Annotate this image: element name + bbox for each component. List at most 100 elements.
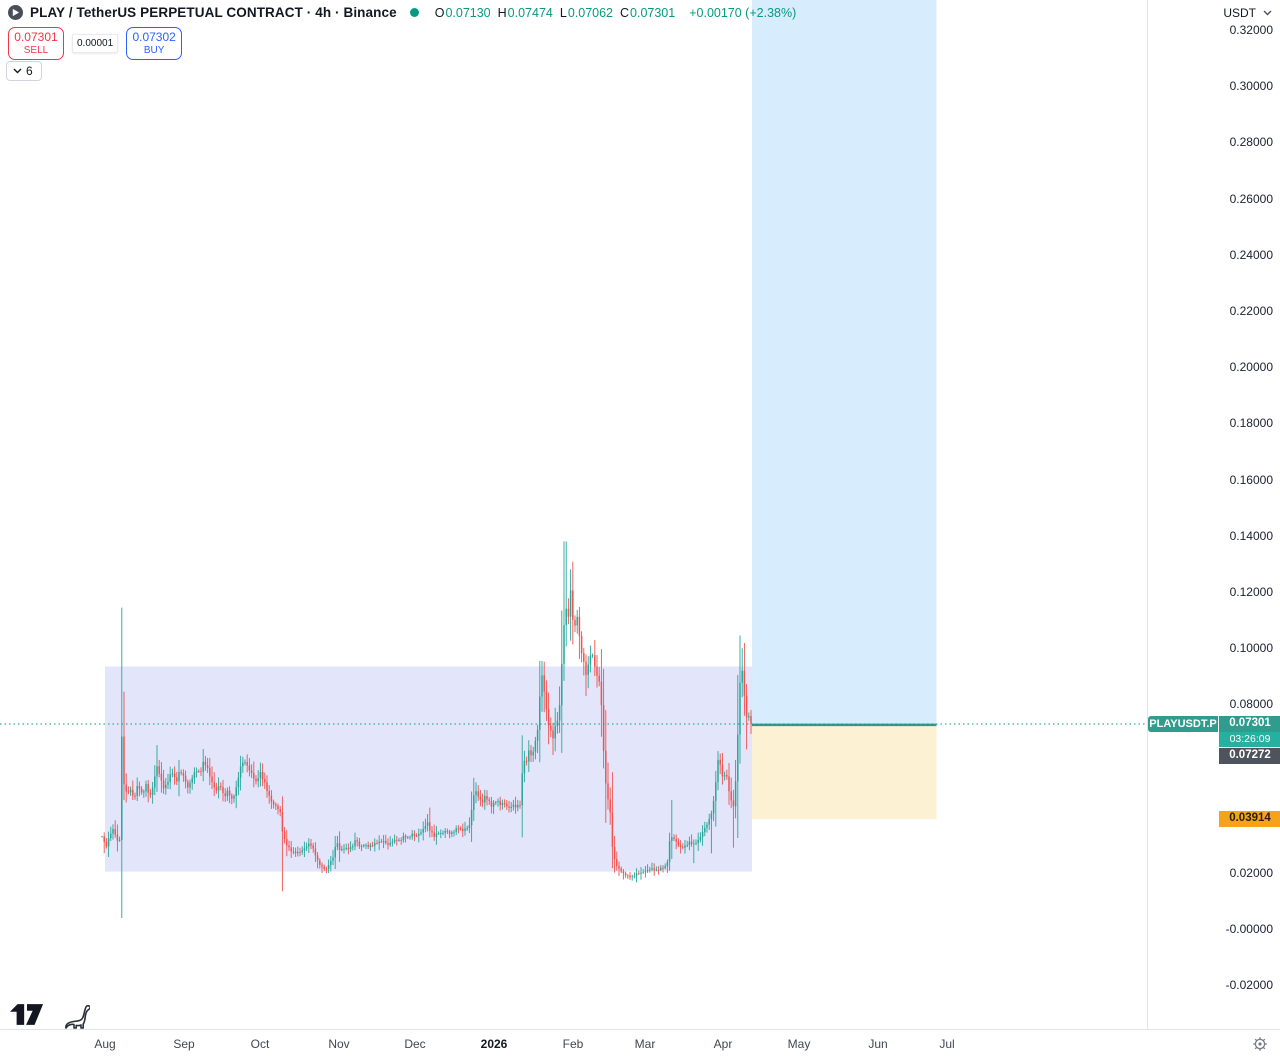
candle-body (655, 869, 658, 871)
tradingview-logo[interactable] (10, 1004, 44, 1031)
position-stop-price-label[interactable]: 0.03914 (1219, 811, 1280, 828)
candle-body (699, 836, 702, 841)
candle-body (303, 848, 306, 851)
candle-body (666, 861, 669, 867)
price-tick-label: 0.30000 (1229, 79, 1273, 94)
candle-body (145, 784, 147, 792)
price-scale-currency-dropdown[interactable]: USDT (1223, 6, 1272, 20)
candle-body (193, 772, 196, 779)
price-axis[interactable]: USDT PLAYUSDT.P 0.07301 03:26:09 0.07272… (1147, 0, 1280, 1029)
buy-button[interactable]: 0.07302 BUY (126, 27, 183, 60)
candle-body (536, 729, 539, 741)
timezone-settings-gear-icon[interactable] (1252, 1036, 1268, 1057)
candle-body (611, 812, 614, 847)
candle-body (176, 777, 178, 782)
candle-body (299, 852, 301, 853)
candle-body (321, 864, 323, 867)
candle-body (594, 655, 596, 667)
candle-body (195, 771, 198, 773)
candle-body (222, 787, 224, 794)
candle-body (561, 663, 563, 706)
candle-body (308, 843, 310, 847)
candle-body (721, 764, 724, 777)
candle-body (178, 772, 180, 782)
candle-body (114, 829, 116, 835)
candle-body (226, 790, 229, 797)
candle-body (635, 873, 638, 876)
candle-body (624, 873, 627, 876)
candle-body (400, 839, 402, 841)
candle-body (235, 787, 237, 797)
candle-body (246, 762, 248, 766)
candle-body (550, 725, 552, 731)
symbol-price-label: PLAYUSDT.P (1148, 716, 1218, 733)
chevron-down-icon (13, 68, 22, 74)
candle-body (688, 841, 691, 846)
candle-body (745, 695, 748, 718)
time-axis[interactable]: Aug Sep Oct Nov Dec 2026 Feb Mar Apr May Jun Jul (0, 1029, 1280, 1058)
candle-body (697, 840, 699, 843)
candle-body (341, 848, 343, 851)
sell-button[interactable]: 0.07301 SELL (8, 27, 64, 60)
candle-body (239, 766, 242, 778)
price-tick-label: 0.32000 (1229, 23, 1273, 37)
ohlc-key: L (559, 5, 567, 20)
candle-body (468, 825, 471, 829)
candle-body (532, 751, 534, 756)
time-tick-label: Feb (562, 1037, 584, 1051)
candle-body (352, 846, 354, 848)
candle-body (580, 635, 583, 654)
candle-body (453, 831, 455, 833)
range-box-drawing[interactable] (105, 666, 752, 872)
candle-body (567, 608, 570, 617)
candle-body (220, 786, 222, 788)
candle-body (184, 775, 187, 782)
price-tick-label: 0.16000 (1229, 472, 1273, 487)
spread-value: 0.00001 (72, 34, 119, 53)
ohlc-key: C (620, 5, 630, 20)
candle-body (217, 786, 220, 791)
candle-body (343, 848, 345, 850)
symbol-title[interactable]: PLAY / TetherUS PERPETUAL CONTRACT · 4h … (30, 5, 397, 20)
price-tick-label: 0.10000 (1229, 641, 1273, 656)
candle-body (530, 750, 532, 756)
candle-body (547, 709, 550, 726)
candle-body (127, 791, 130, 793)
long-position-stop-zone[interactable] (752, 724, 937, 820)
candle-body (330, 860, 332, 866)
candle-body (739, 682, 741, 735)
candle-body (554, 726, 556, 739)
candle-body (231, 795, 233, 799)
candle-body (134, 795, 136, 797)
price-tick-label: 0.12000 (1229, 585, 1273, 599)
candle-body (420, 832, 422, 834)
candle-body (539, 696, 541, 730)
legend-collapse-button[interactable]: 6 (6, 61, 42, 81)
dinosaur-sticker-icon[interactable] (62, 1002, 91, 1037)
candle-body (631, 876, 633, 878)
candle-body (598, 675, 600, 682)
candle-body (393, 839, 396, 842)
candle-body (380, 841, 383, 843)
position-entry-price-label[interactable]: 0.07272 (1219, 748, 1280, 765)
candle-body (125, 784, 127, 792)
ohlc-value: 0.07062 (567, 5, 613, 20)
candle-body (347, 847, 350, 850)
candle-body (422, 828, 424, 833)
long-position-target-zone[interactable] (752, 0, 937, 725)
candle-body (156, 766, 158, 777)
candle-body (591, 655, 594, 657)
candle-body (396, 839, 398, 841)
candle-body (574, 619, 576, 626)
candle-body (107, 838, 110, 847)
candle-body (312, 845, 314, 849)
candle-body (715, 782, 717, 801)
candle-body (512, 804, 515, 807)
candle-body (620, 868, 622, 872)
price-tick-label: 0.20000 (1229, 360, 1273, 375)
candle-body (475, 791, 477, 796)
candle-body (162, 780, 165, 789)
candle-body (523, 760, 526, 774)
market-status-dot[interactable] (409, 8, 419, 17)
